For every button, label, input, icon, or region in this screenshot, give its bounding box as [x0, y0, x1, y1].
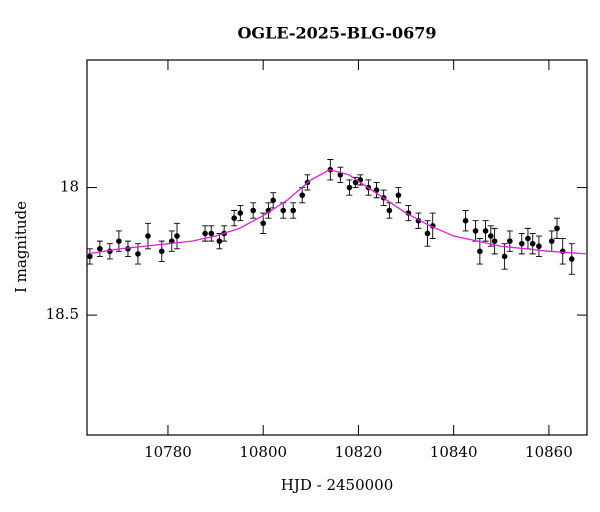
data-point — [231, 215, 237, 221]
data-point — [135, 251, 141, 257]
data-point — [260, 220, 266, 227]
data-point — [97, 245, 103, 252]
data-point — [491, 238, 498, 244]
data-point — [352, 179, 359, 186]
data-point — [501, 253, 508, 260]
data-point — [507, 238, 513, 244]
data-point — [158, 248, 165, 255]
data-point — [208, 230, 215, 237]
data-point — [529, 240, 536, 247]
data-point — [525, 235, 531, 242]
model-curve — [86, 168, 588, 255]
y-axis-label: I magnitude — [12, 201, 30, 293]
data-point — [145, 233, 151, 239]
data-point — [424, 230, 431, 237]
x-tick-label: 10840 — [430, 443, 478, 461]
data-point — [216, 238, 223, 244]
data-point — [477, 248, 483, 255]
data-point — [559, 248, 566, 255]
data-point — [482, 228, 489, 234]
data-point — [568, 256, 575, 262]
x-tick-label: 10820 — [335, 443, 383, 461]
data-point — [346, 184, 353, 191]
data-point — [202, 230, 208, 237]
data-point — [116, 238, 122, 244]
y-tick-label: 18.5 — [46, 305, 79, 323]
data-point — [554, 225, 560, 232]
data-point — [462, 217, 469, 224]
y-tick-label: 18 — [60, 178, 79, 196]
data-point — [280, 207, 286, 214]
x-tick-label: 10780 — [144, 443, 192, 461]
data-point — [250, 207, 256, 214]
data-point — [373, 187, 380, 193]
data-point — [536, 243, 542, 250]
chart-title: OGLE-2025-BLG-0679 — [237, 24, 436, 43]
data-point — [299, 192, 306, 199]
data-point — [237, 210, 244, 216]
x-axis-label: HJD - 2450000 — [281, 476, 394, 494]
data-point — [270, 197, 276, 204]
data-point — [386, 207, 393, 214]
data-point — [548, 238, 555, 244]
data-point — [518, 240, 525, 247]
data-point — [174, 233, 180, 239]
data-point — [472, 228, 479, 234]
x-tick-label: 10860 — [525, 443, 573, 461]
data-point — [290, 207, 296, 214]
data-point — [87, 253, 93, 260]
x-tick-label: 10800 — [239, 443, 287, 461]
plot-frame — [86, 59, 588, 436]
data-point — [395, 192, 402, 199]
data-point — [488, 233, 494, 239]
